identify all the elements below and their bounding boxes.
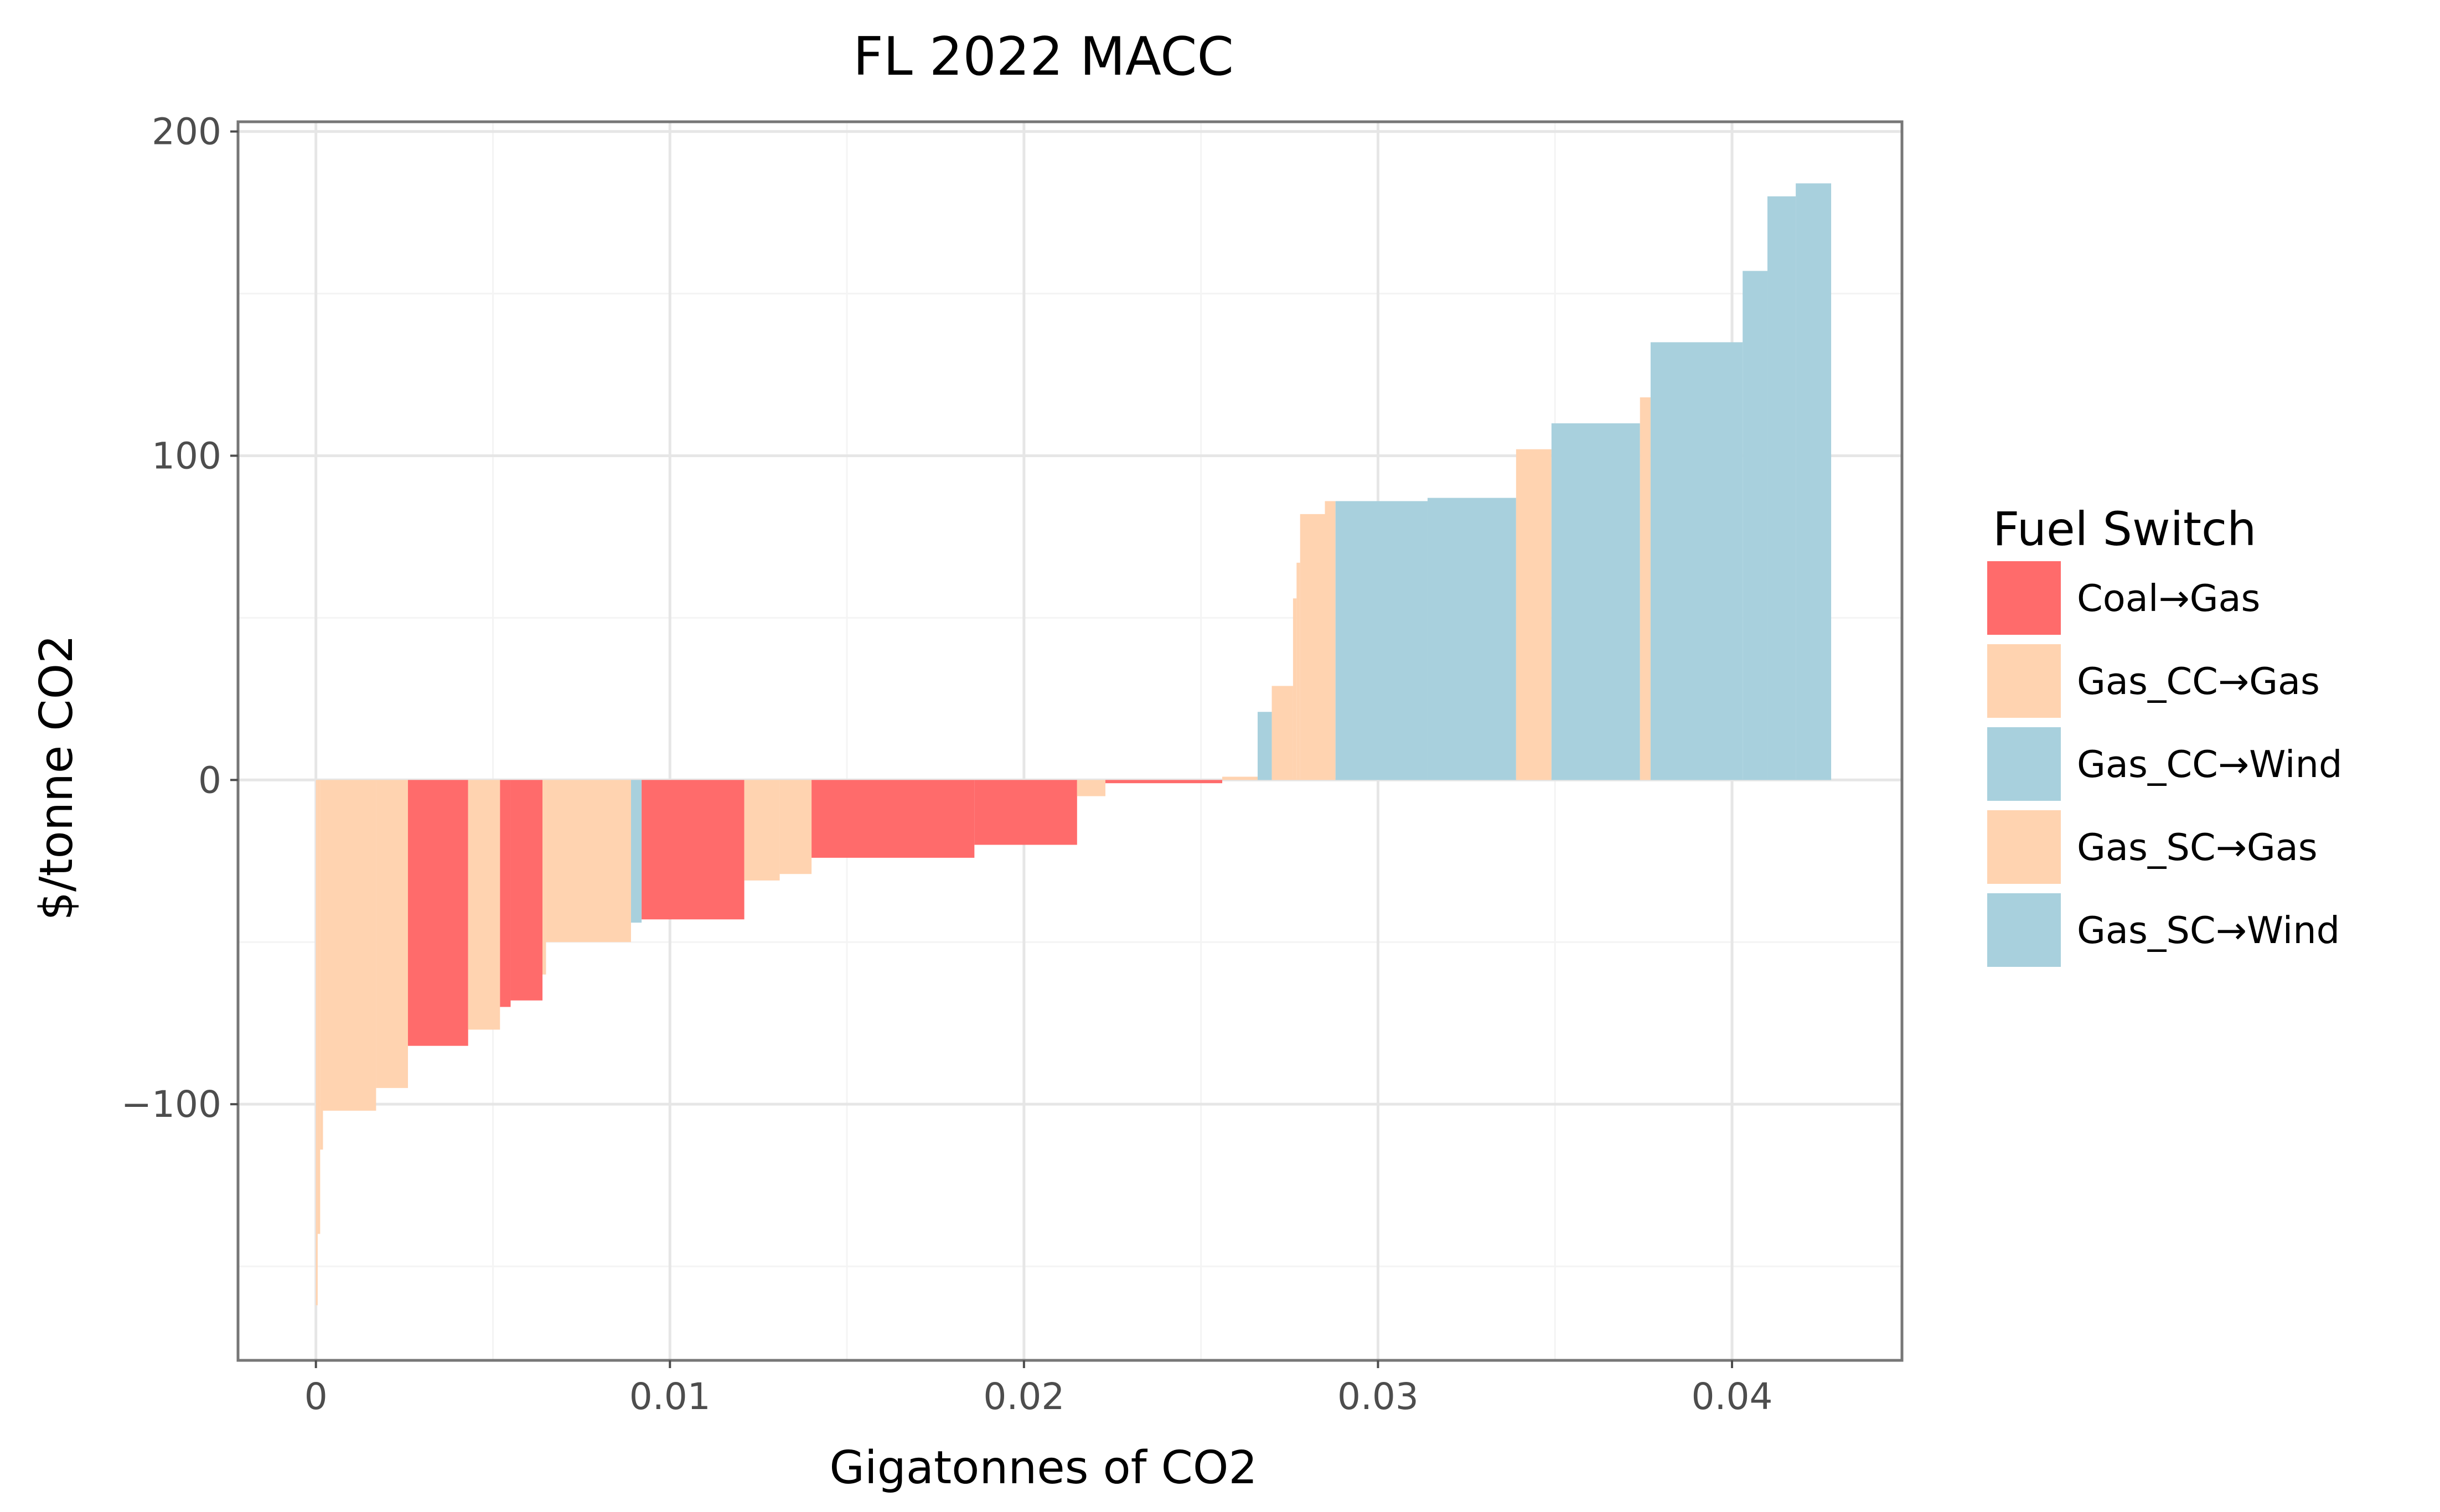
bar (546, 780, 631, 943)
legend-label: Gas_CC→Wind (2077, 743, 2342, 786)
legend-label: Gas_SC→Wind (2077, 909, 2340, 952)
bar (1271, 686, 1293, 780)
bar (1257, 712, 1272, 780)
bar (1427, 498, 1516, 780)
bar (642, 780, 745, 920)
legend-swatch (1987, 893, 2061, 967)
bar (1296, 562, 1300, 780)
y-tick-label: 0 (198, 759, 221, 801)
bar (779, 780, 812, 874)
legend-label: Gas_CC→Gas (2077, 660, 2320, 703)
bar (1325, 501, 1336, 780)
bar (468, 780, 500, 1030)
legend-swatch (1987, 561, 2061, 635)
x-tick-label: 0.02 (983, 1375, 1064, 1418)
x-axis-title: Gigatonnes of CO2 (829, 1442, 1257, 1494)
y-tick-label: 100 (152, 434, 221, 477)
bar (974, 780, 1077, 845)
bar (500, 780, 511, 1007)
bar (323, 780, 376, 1111)
bar (542, 780, 546, 975)
bar (1105, 780, 1223, 784)
bar (1743, 271, 1767, 780)
legend-label: Gas_SC→Gas (2077, 826, 2318, 869)
x-tick-label: 0 (304, 1375, 328, 1418)
legend-swatch (1987, 727, 2061, 801)
y-axis: −100 0 100 200 (121, 111, 238, 1126)
bar (376, 780, 408, 1088)
legend: Fuel Switch Coal→Gas Gas_CC→Gas Gas_CC→Win… (1987, 502, 2342, 967)
bars (316, 183, 1832, 1306)
x-tick-label: 0.03 (1337, 1375, 1419, 1418)
y-tick-label: 200 (152, 111, 221, 153)
bar (1551, 423, 1640, 780)
x-axis: 0 0.01 0.02 0.03 0.04 (304, 1360, 1773, 1418)
bar (1077, 780, 1105, 796)
bar (630, 780, 642, 923)
bar (1650, 342, 1743, 780)
bar (1293, 598, 1297, 780)
x-tick-label: 0.01 (629, 1375, 711, 1418)
legend-entries: Coal→Gas Gas_CC→Gas Gas_CC→Wind Gas_SC→Gas G… (1987, 561, 2342, 967)
bar (1222, 776, 1258, 780)
bar (510, 780, 543, 1001)
chart-title: FL 2022 MACC (853, 27, 1234, 87)
bar (317, 780, 320, 1234)
x-tick-label: 0.04 (1692, 1375, 1773, 1418)
bar (1300, 514, 1325, 780)
y-axis-title: $/tonne CO2 (30, 635, 83, 921)
bar (744, 780, 780, 881)
legend-title: Fuel Switch (1993, 502, 2256, 556)
bar (1767, 196, 1796, 780)
plot-border (236, 120, 1904, 1362)
y-tick-label: −100 (121, 1083, 221, 1126)
bar (811, 780, 975, 858)
bar (1516, 449, 1552, 780)
legend-swatch (1987, 810, 2061, 884)
plot-area (236, 120, 1904, 1362)
legend-swatch (1987, 644, 2061, 718)
bar (1796, 183, 1832, 780)
bar (1640, 397, 1651, 780)
bar (316, 780, 318, 1306)
legend-label: Coal→Gas (2077, 577, 2260, 620)
bar (1335, 501, 1428, 780)
bar (407, 780, 468, 1046)
bar (320, 780, 323, 1150)
